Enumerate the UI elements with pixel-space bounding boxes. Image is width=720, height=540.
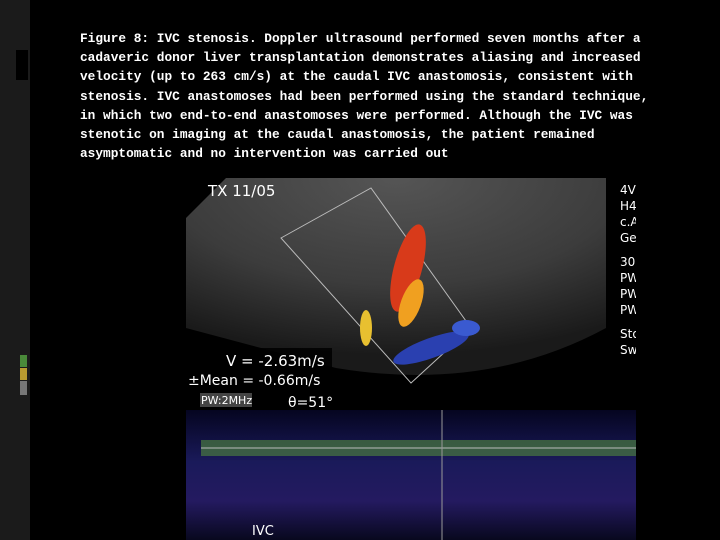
caption-line: velocity (up to 263 cm/s) at the caudal … [80, 69, 633, 85]
side-label: PW [620, 303, 636, 317]
vessel-label: IVC [252, 524, 274, 539]
side-labels: 4V H4 c.A Ge 30 PW PW PW Sto Sw [620, 183, 636, 357]
flow [360, 310, 372, 346]
velocity-label: V = -2.63m/s [226, 352, 325, 370]
mean-label: ±Mean = -0.66m/s [188, 373, 320, 389]
marker [20, 381, 27, 395]
caption-line: Figure 8: IVC stenosis. Doppler ultrasou… [80, 31, 641, 46]
side-label: H4 [620, 199, 636, 213]
side-label: 30 [620, 255, 635, 269]
caption-line: asymptomatic and no intervention was car… [80, 146, 449, 162]
flow [398, 279, 424, 327]
side-label: PW [620, 287, 636, 301]
date-label: TX 11/05 [207, 182, 275, 200]
side-strip [0, 0, 30, 540]
mode-label: PW:2MHz [201, 394, 252, 407]
marker [20, 368, 27, 380]
angle-label: θ=51° [288, 395, 333, 411]
side-label: c.A [620, 215, 636, 229]
ultrasound-image: TX 11/05 V = -2.63m/s ±Mean = -0.66m/s P… [186, 178, 636, 540]
flow [390, 224, 426, 312]
marker [20, 355, 27, 367]
side-label: Sw [620, 343, 636, 357]
side-label: Ge [620, 231, 636, 245]
caption-line: stenotic on imaging at the caudal anasto… [80, 127, 595, 143]
side-label: Sto [620, 327, 636, 341]
caption-line: in which two end-to-end anastomoses were… [80, 107, 633, 123]
flow [452, 320, 480, 336]
caption-line: cadaveric donor liver transplantation de… [80, 50, 641, 66]
caption-line: stenosis. IVC anastomoses had been perfo… [80, 88, 649, 104]
flow [393, 331, 469, 365]
side-label: 4V [620, 183, 636, 197]
side-label: PW [620, 271, 636, 285]
spectral-doppler [186, 410, 636, 540]
marker [16, 50, 28, 80]
caption: Figure 8: IVC stenosis. Doppler ultrasou… [80, 29, 648, 163]
